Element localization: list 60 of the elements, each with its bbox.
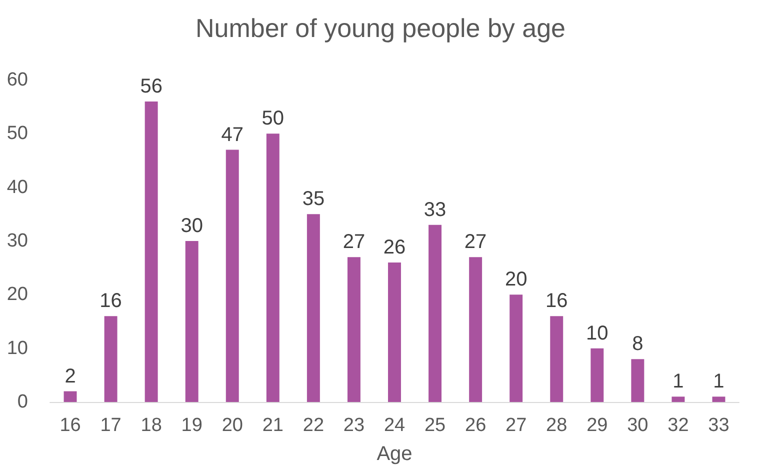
data-label: 16 (100, 290, 122, 312)
bar (510, 294, 523, 402)
bar (104, 316, 118, 402)
y-tick-label: 0 (17, 392, 28, 412)
bar (266, 134, 280, 402)
data-label: 1 (672, 370, 684, 393)
bar (185, 241, 198, 402)
data-label: 27 (342, 231, 366, 254)
y-tick-label: 60 (6, 70, 28, 90)
x-tick-label: 26 (464, 415, 486, 436)
data-label: 2 (64, 365, 76, 388)
y-tick-label: 50 (6, 123, 28, 144)
x-tick-label: 25 (424, 415, 446, 436)
data-label: 30 (180, 215, 203, 237)
chart-title: Number of young people by age (195, 13, 566, 43)
bar (347, 257, 360, 402)
data-label: 20 (504, 268, 528, 291)
bar (590, 348, 604, 402)
bar (469, 257, 482, 402)
bar (226, 150, 239, 402)
y-tick-label: 30 (6, 230, 28, 252)
data-label: 27 (464, 231, 487, 254)
bar (550, 316, 564, 402)
data-label: 35 (302, 188, 325, 210)
x-tick-label: 32 (668, 415, 689, 436)
bar (388, 262, 401, 402)
y-tick-label: 10 (6, 338, 28, 359)
bar (672, 396, 685, 402)
data-label: 16 (545, 290, 568, 312)
x-tick-label: 20 (222, 415, 243, 436)
data-label: 50 (262, 108, 284, 130)
bar (64, 391, 77, 402)
x-tick-label: 22 (302, 415, 324, 436)
x-tick-label: 29 (586, 415, 608, 436)
data-label: 1 (713, 370, 724, 393)
x-tick-label: 18 (140, 415, 162, 436)
data-label: 33 (424, 198, 446, 221)
x-tick-label: 24 (384, 415, 406, 436)
y-tick-label: 40 (6, 176, 28, 198)
bar (144, 101, 158, 402)
x-tick-label: 28 (546, 415, 568, 436)
bar (306, 214, 320, 402)
data-label: 56 (140, 75, 162, 98)
y-tick-label: 20 (6, 284, 28, 306)
x-tick-label: 21 (262, 415, 284, 436)
data-label: 8 (632, 333, 644, 356)
data-label: 47 (221, 124, 244, 146)
x-tick-label: 19 (181, 415, 202, 436)
bar (631, 359, 644, 402)
x-tick-label: 17 (100, 415, 122, 436)
x-axis-title: Age (376, 443, 412, 465)
bar (712, 396, 726, 402)
bar (428, 224, 442, 402)
x-tick-label: 33 (708, 415, 730, 436)
data-label: 26 (383, 236, 406, 258)
x-tick-label: 23 (343, 415, 365, 436)
x-tick-label: 16 (60, 415, 81, 436)
data-label: 10 (586, 322, 608, 344)
x-tick-label: 30 (627, 415, 648, 436)
x-tick-label: 27 (506, 415, 527, 436)
